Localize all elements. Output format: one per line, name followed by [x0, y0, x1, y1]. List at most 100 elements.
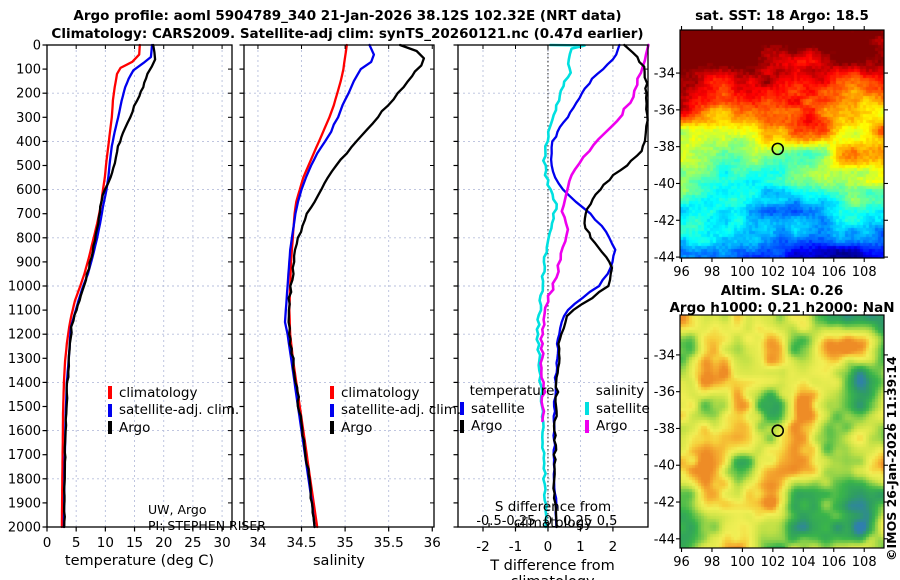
x-tick-label: 34.5 [286, 535, 316, 551]
salinity-axis-label: salinity [313, 553, 365, 569]
figure-title-line2: Climatology: CARS2009. Satellite-adj cli… [51, 26, 644, 42]
legend-tdiff-items: satellite Argo [460, 400, 525, 435]
latitude-tick-label: -34 [654, 67, 675, 82]
legend-item: satellite-adj. clim. [108, 402, 239, 420]
legend-item: satellite [585, 400, 650, 418]
pi-annotation: UW, Argo PI: STEPHEN RISER [148, 502, 266, 534]
depth-tick-label: 800 [16, 231, 41, 246]
legend-color-marker-icon [108, 403, 112, 417]
depth-tick-label: 1900 [8, 496, 41, 511]
depth-tick-label: 1400 [8, 376, 41, 391]
legend-item: Argo [330, 419, 461, 437]
legend-item: satellite [460, 400, 525, 418]
depth-tick-label: 400 [16, 135, 41, 150]
x-tick-label: 1 [576, 539, 585, 555]
legend-color-marker-icon [108, 386, 112, 400]
depth-tick-label: 200 [16, 87, 41, 102]
legend-color-marker-icon [585, 402, 589, 416]
depth-tick-label: 1000 [8, 280, 41, 295]
legend-color-marker-icon [460, 419, 464, 433]
x-tick-label: 35 [337, 535, 354, 551]
longitude-tick-label: 100 [730, 555, 755, 570]
legend-color-marker-icon [585, 419, 589, 433]
legend-item: Argo [460, 418, 525, 436]
profile-curve-s-satellite [535, 43, 586, 529]
longitude-tick-label: 104 [791, 555, 816, 570]
depth-tick-label: 300 [16, 111, 41, 126]
legend-item-label: climatology [341, 384, 420, 401]
longitude-tick-label: 108 [852, 265, 877, 280]
depth-tick-label: 1500 [8, 400, 41, 415]
legend-salinity-panel: climatology satellite-adj. clim. Argo [330, 384, 461, 437]
longitude-tick-label: 100 [730, 265, 755, 280]
legend-item-label: satellite-adj. clim. [119, 402, 240, 419]
legend-item-label: Argo [119, 419, 151, 436]
longitude-tick-label: 96 [673, 555, 690, 570]
panel-frame [243, 44, 435, 528]
legend-item: Argo [585, 418, 650, 436]
longitude-tick-label: 102 [760, 265, 785, 280]
legend-sdiff-title: salinity [595, 383, 645, 399]
depth-tick-label: 1700 [8, 448, 41, 463]
temperature-axis-label: temperature (deg C) [64, 553, 215, 569]
x-tick-label: 0 [43, 535, 52, 551]
depth-tick-label: 700 [16, 207, 41, 222]
x-tick-label: 2 [609, 539, 618, 555]
depth-tick-label: 600 [16, 183, 41, 198]
longitude-tick-label: 106 [821, 265, 846, 280]
x-tick-label: 36 [424, 535, 441, 551]
legend-color-marker-icon [330, 403, 334, 417]
profile-curve-argo [62, 43, 157, 529]
latitude-tick-label: -38 [654, 140, 675, 155]
panel-frame [457, 44, 649, 528]
latitude-tick-label: -40 [654, 459, 675, 474]
tdiff-axis-label: T difference from climatology [490, 558, 615, 580]
latitude-tick-label: -44 [654, 532, 675, 547]
longitude-tick-label: 104 [791, 265, 816, 280]
x-tick-label: 34 [249, 535, 266, 551]
profile-curve-t-argo [552, 43, 649, 529]
longitude-tick-label: 98 [704, 265, 721, 280]
legend-color-marker-icon [460, 402, 464, 416]
profile-curve-argo [287, 43, 426, 529]
x-tick-label: 15 [126, 535, 143, 551]
latitude-tick-label: -38 [654, 422, 675, 437]
sst-map-image [680, 30, 884, 258]
depth-tick-label: 1800 [8, 472, 41, 487]
sla-map-title: Altim. SLA: 0.26 [720, 283, 844, 299]
depth-tick-label: 500 [16, 159, 41, 174]
x-tick-label: 25 [184, 535, 201, 551]
longitude-tick-label: 98 [704, 555, 721, 570]
latitude-tick-label: -40 [654, 177, 675, 192]
longitude-tick-label: 96 [673, 265, 690, 280]
sla-map-image [680, 315, 884, 548]
sst-map-title: sat. SST: 18 Argo: 18.5 [695, 8, 869, 24]
legend-color-marker-icon [108, 421, 112, 435]
latitude-tick-label: -36 [654, 385, 675, 400]
legend-item-label: satellite-adj. clim. [341, 402, 462, 419]
x-tick-label: 35.5 [374, 535, 404, 551]
depth-tick-label: 100 [16, 63, 41, 78]
depth-tick-label: 1200 [8, 328, 41, 343]
x-tick-label: 10 [97, 535, 114, 551]
legend-item-label: Argo [471, 418, 503, 435]
x-tick-label: 20 [155, 535, 172, 551]
depth-tick-label: 2000 [8, 521, 41, 536]
depth-tick-label: 1100 [8, 304, 41, 319]
longitude-tick-label: 106 [821, 555, 846, 570]
legend-item-label: climatology [119, 384, 198, 401]
profile-curve-satellite-adj--clim- [62, 43, 154, 529]
longitude-tick-label: 108 [852, 555, 877, 570]
legend-item-label: satellite [596, 400, 650, 417]
latitude-tick-label: -44 [654, 251, 675, 266]
latitude-tick-label: -42 [654, 496, 675, 511]
depth-tick-label: 1600 [8, 424, 41, 439]
panel-frame [46, 44, 233, 528]
legend-color-marker-icon [330, 421, 334, 435]
legend-tdiff-title: temperature [469, 383, 555, 399]
legend-color-marker-icon [330, 386, 334, 400]
x-tick-label: 5 [72, 535, 81, 551]
legend-item-label: Argo [341, 419, 373, 436]
profile-curve-climatology [288, 43, 348, 529]
